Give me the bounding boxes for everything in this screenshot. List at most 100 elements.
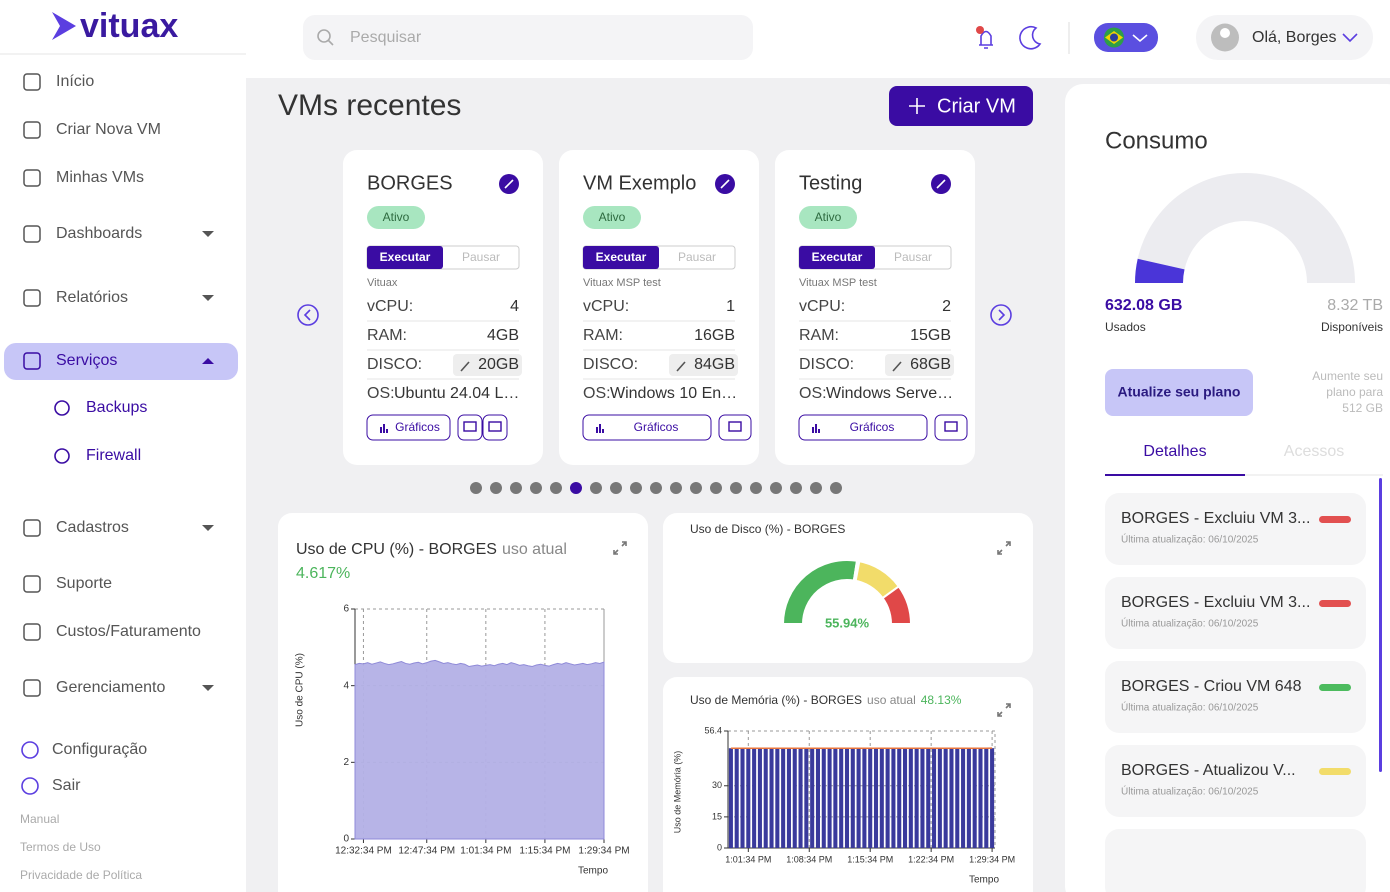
tab[interactable]: Acessos [1284,443,1344,460]
charts-button[interactable] [582,414,712,441]
pause-label[interactable]: Pausar [462,250,500,264]
nav-subitem[interactable]: Backups [86,399,147,416]
footer-link[interactable]: Termos de Uso [20,840,101,854]
activity-item [1105,661,1366,733]
nav-icon [23,169,41,187]
carousel-next[interactable] [990,304,1012,326]
nav-icon [23,352,41,370]
nav-icon [23,121,41,139]
pause-label[interactable]: Pausar [678,250,716,264]
upgrade-label[interactable]: Atualize seu plano [1118,384,1241,400]
carousel-dot[interactable] [750,482,762,494]
carousel-dot[interactable] [570,482,582,494]
nav-subitem[interactable]: Firewall [86,447,141,464]
carousel-dot[interactable] [810,482,822,494]
activity-status [1319,768,1351,775]
user-menu[interactable] [1196,15,1373,60]
nav-item[interactable]: Serviços [56,352,117,369]
console-icon [944,421,958,432]
search-box[interactable] [303,15,753,60]
used-value: 632.08 GB [1105,297,1182,314]
carousel-dot[interactable] [690,482,702,494]
carousel-dot[interactable] [670,482,682,494]
field-value: 16GB [694,327,735,344]
tab[interactable]: Detalhes [1143,443,1206,460]
x-tick-label: 1:22:34 PM [908,854,954,864]
carousel-dot[interactable] [550,482,562,494]
carousel-dot[interactable] [610,482,622,494]
bar [885,748,890,848]
vm-name: Testing [799,172,862,194]
nav-item[interactable]: Suporte [56,575,112,592]
edit-icon [936,179,946,189]
carousel-dot[interactable] [490,482,502,494]
carousel-dot[interactable] [530,482,542,494]
upgrade-button[interactable] [1105,369,1253,416]
carousel-dot[interactable] [630,482,642,494]
charts-label[interactable]: Gráficos [634,420,679,434]
bar [815,748,820,848]
run-label[interactable]: Executar [812,250,863,264]
carousel-dot[interactable] [710,482,722,494]
field-value: Windows 10 En… [610,385,737,402]
language-button[interactable] [1094,23,1158,52]
create-vm-button[interactable] [889,86,1033,126]
search-icon [317,29,331,43]
pause-label[interactable]: Pausar [894,250,932,264]
nav-item[interactable]: Criar Nova VM [56,121,161,138]
flag [1110,33,1118,42]
avatar [1220,28,1230,38]
nav-item[interactable]: Sair [52,777,81,794]
footer-link[interactable]: Privacidade de Política [20,868,142,882]
carousel-dot[interactable] [730,482,742,494]
nav-item[interactable]: Dashboards [56,225,142,242]
console-button[interactable] [457,414,483,441]
carousel-dot[interactable] [790,482,802,494]
vm-status: Ativo [815,210,842,224]
field-label: RAM: [799,327,839,344]
run-button[interactable] [583,246,659,269]
carousel-dot[interactable] [510,482,522,494]
charts-button[interactable] [798,414,928,441]
carousel-dot[interactable] [830,482,842,494]
x-tick-label: 1:29:34 PM [969,854,1015,864]
bar [943,748,948,848]
nav-active-bg[interactable] [4,343,238,380]
nav-item[interactable]: Custos/Faturamento [56,623,201,640]
vm-name: VM Exemplo [583,172,696,194]
nav-icon [21,741,39,759]
carousel-dot[interactable] [770,482,782,494]
field-value: 84GB [694,356,735,373]
bar [961,748,966,848]
nav-item[interactable]: Minhas VMs [56,169,144,186]
charts-button[interactable] [366,414,451,441]
run-label[interactable]: Executar [596,250,647,264]
charts-label[interactable]: Gráficos [850,420,895,434]
section-title: VMs recentes [278,89,461,122]
field-label: OS: [583,385,611,402]
bar [908,748,913,848]
console-button[interactable] [934,414,968,441]
vm-org: Vituax MSP test [799,277,877,289]
nav-item[interactable]: Configuração [52,741,147,758]
carousel-dot[interactable] [470,482,482,494]
console-button[interactable] [718,414,752,441]
carousel-dot[interactable] [650,482,662,494]
footer-link[interactable]: Manual [20,812,59,826]
activity-updated: Última atualização: 06/10/2025 [1121,533,1259,546]
nav-item[interactable]: Relatórios [56,289,128,306]
run-button[interactable] [799,246,875,269]
console-button[interactable] [482,414,508,441]
nav-item[interactable]: Gerenciamento [56,679,165,696]
disk-chip [885,354,954,376]
charts-label[interactable]: Gráficos [395,420,440,434]
field-value: Ubuntu 24.04 L… [394,385,519,402]
nav-item[interactable]: Cadastros [56,519,129,536]
bar [827,748,832,848]
carousel-dot[interactable] [590,482,602,494]
nav-icon [23,73,41,91]
carousel-prev[interactable] [297,304,319,326]
nav-item[interactable]: Início [56,73,94,90]
run-label[interactable]: Executar [380,250,431,264]
run-button[interactable] [367,246,443,269]
